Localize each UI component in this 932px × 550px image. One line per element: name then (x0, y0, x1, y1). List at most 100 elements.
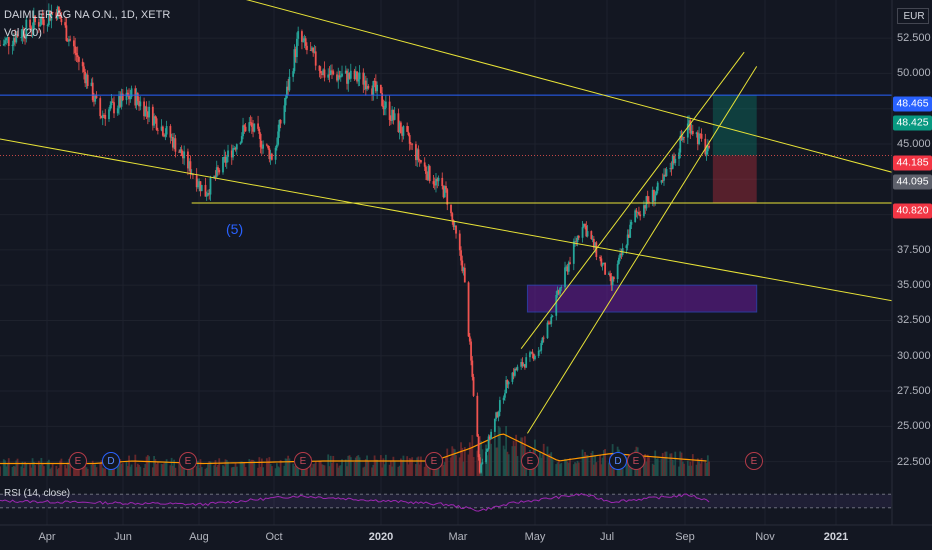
price-tick-label: 50.000 (897, 67, 931, 80)
volume-bar (704, 461, 707, 476)
volume-bar (151, 467, 154, 476)
volume-bar (227, 461, 229, 476)
candle-body (490, 431, 493, 440)
candle-body (674, 158, 677, 163)
volume-bar (108, 465, 110, 476)
volume-bar (267, 460, 270, 476)
earnings-marker[interactable]: E (627, 452, 645, 470)
candle-body (576, 235, 579, 243)
candle-body (423, 162, 426, 167)
candle-body (37, 22, 40, 27)
volume-bar (294, 458, 297, 476)
volume-bar (470, 446, 472, 476)
candle-body (306, 45, 308, 51)
candle-body (329, 70, 332, 75)
volume-bar (178, 463, 181, 476)
candle-body (497, 411, 500, 418)
candle-body (645, 196, 648, 209)
volume-bar (502, 445, 505, 476)
volume-bar (145, 456, 148, 476)
candle-body (227, 150, 229, 158)
candle-body (189, 161, 192, 175)
volume-bar (232, 467, 234, 476)
dividend-marker[interactable]: D (609, 452, 627, 470)
rsi-legend[interactable]: RSI (14, close) (4, 488, 71, 499)
volume-bar (425, 463, 427, 476)
candle-body (679, 135, 682, 153)
volume-bar (331, 463, 333, 476)
volume-bar (441, 457, 444, 476)
volume-bar (85, 467, 88, 476)
candle-body (224, 156, 227, 163)
candle-body (125, 92, 128, 101)
volume-bar (248, 459, 251, 476)
volume-bar (442, 464, 445, 476)
candle-body (134, 88, 137, 106)
volume-bar (576, 460, 579, 476)
volume-bar (585, 454, 588, 476)
candle-body (436, 178, 439, 182)
volume-bar (225, 460, 228, 476)
earnings-marker[interactable]: E (179, 452, 197, 470)
dividend-marker[interactable]: D (102, 452, 120, 470)
candle-body (388, 101, 391, 120)
candle-body (680, 135, 683, 141)
candle-body (569, 262, 571, 264)
volume-bar (547, 454, 550, 476)
volume-bar (388, 464, 391, 476)
volume-bar (56, 469, 59, 476)
candle-body (75, 53, 78, 56)
candle-body (344, 70, 347, 74)
candle-body (248, 122, 251, 132)
volume-bar (660, 458, 663, 476)
volume-bar (426, 460, 429, 476)
candle-body (278, 119, 281, 132)
volume-bar (341, 459, 343, 476)
volume-bar (268, 457, 271, 476)
price-tag: 44.185 (893, 155, 932, 171)
volume-bar (252, 459, 254, 476)
candle-body (57, 6, 60, 14)
candle-body (323, 69, 326, 78)
volume-bar (174, 467, 177, 476)
volume-bar (260, 458, 263, 476)
volume-bar (362, 467, 365, 476)
volume-bar (648, 456, 650, 476)
candle-body (347, 72, 350, 84)
candle-body (698, 133, 700, 145)
candle-body (14, 38, 16, 43)
volume-bar (698, 460, 700, 476)
volume-bar (549, 453, 551, 476)
earnings-marker[interactable]: E (745, 452, 763, 470)
volume-bar (379, 455, 382, 476)
candle-body (634, 210, 637, 222)
volume-bar (690, 465, 693, 476)
volume-bar (279, 460, 282, 476)
volume-bar (408, 458, 411, 476)
volume-bar (514, 446, 516, 476)
candle-body (304, 38, 307, 46)
candle-body (49, 11, 52, 21)
candle-body (604, 262, 607, 275)
volume-bar (46, 461, 49, 476)
symbol-legend[interactable]: DAIMLER AG NA O.N., 1D, XETR (4, 9, 171, 21)
candle-body (260, 147, 263, 149)
earnings-marker[interactable]: E (294, 452, 312, 470)
candle-body (302, 40, 305, 42)
currency-label[interactable]: EUR (897, 8, 929, 24)
volume-bar (0, 466, 1, 476)
volume-bar (339, 465, 342, 476)
candle-body (575, 241, 578, 243)
earnings-marker[interactable]: E (521, 452, 539, 470)
candle-body (161, 126, 164, 136)
candle-body (207, 193, 209, 196)
candle-body (586, 231, 589, 237)
candle-body (262, 144, 264, 149)
candle-body (111, 101, 114, 103)
earnings-marker[interactable]: E (425, 452, 443, 470)
volume-legend[interactable]: Vol (20) (4, 27, 42, 39)
candle-body (541, 337, 544, 344)
volume-bar (560, 462, 563, 476)
earnings-marker[interactable]: E (69, 452, 87, 470)
